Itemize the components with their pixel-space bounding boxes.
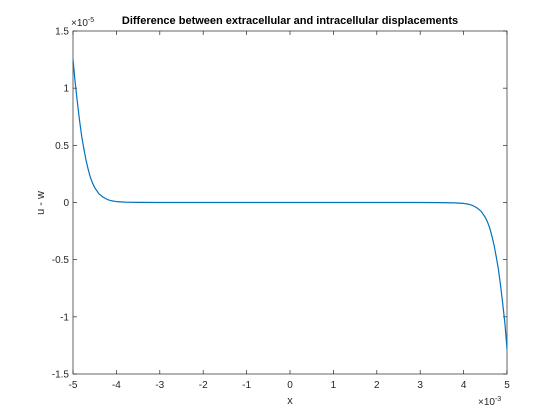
y-tick-label: 1.5: [55, 27, 69, 38]
x-tick-label: 3: [417, 380, 423, 391]
y-tick-label: -0.5: [52, 255, 70, 266]
y-axis-ticks: -1.5 -1 -0.5 0 0.5 1 1.5: [52, 27, 507, 381]
x-tick-label: 0: [287, 380, 293, 391]
y-tick-label: 0.5: [55, 141, 69, 152]
x-exponent-power: -3: [495, 396, 501, 403]
y-tick-label: 1: [63, 84, 69, 95]
x-tick-label: -3: [155, 380, 164, 391]
y-axis-label: u - w: [35, 191, 47, 215]
series-line: [72, 59, 508, 349]
y-exponent-base: ×10: [71, 18, 88, 29]
x-tick-label: -5: [69, 380, 78, 391]
x-tick-label: -1: [242, 380, 251, 391]
x-tick-label: 5: [504, 380, 510, 391]
x-axis-exponent: ×10-3: [478, 396, 501, 408]
y-tick-label: 0: [63, 198, 69, 209]
y-exponent-power: -5: [88, 17, 94, 24]
x-tick-label: -2: [199, 380, 208, 391]
x-exponent-base: ×10: [478, 397, 495, 408]
x-tick-label: 2: [374, 380, 380, 391]
chart-title: Difference between extracellular and int…: [122, 15, 458, 27]
x-tick-label: 1: [331, 380, 337, 391]
x-tick-label: 4: [461, 380, 467, 391]
x-axis-label: x: [287, 395, 293, 407]
y-axis-exponent: ×10-5: [71, 17, 94, 29]
x-tick-label: -4: [112, 380, 121, 391]
series-group: [72, 59, 508, 349]
x-axis-ticks: -5 -4 -3 -2 -1 0 1 2 3 4 5: [69, 31, 510, 391]
y-tick-label: -1: [60, 312, 69, 323]
y-tick-label: -1.5: [52, 370, 70, 381]
